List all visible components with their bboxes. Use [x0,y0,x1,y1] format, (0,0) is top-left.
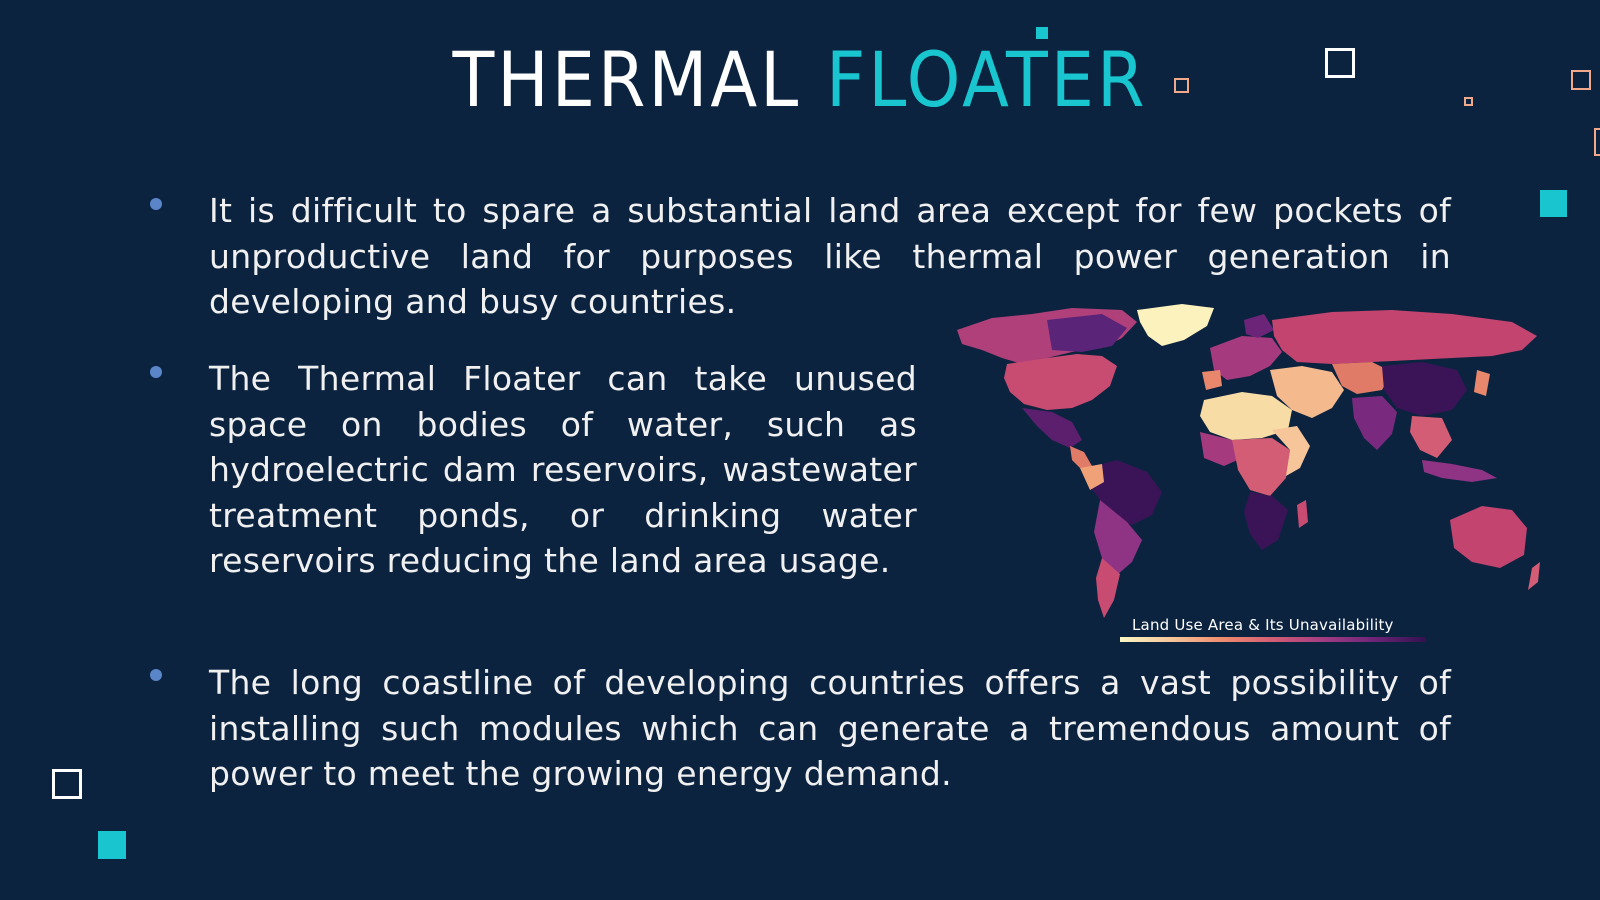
map-region-indonesia [1422,460,1497,482]
map-region-central-asia [1332,362,1392,394]
map-region-greenland [1137,304,1214,346]
map-region-japan [1474,370,1490,396]
world-map-svg [957,304,1540,618]
bullet-text-2: The Thermal Floater can take unused spac… [209,359,917,580]
map-color-legend [1120,637,1426,642]
bullet-dot [150,366,162,378]
decorative-square-peach-edge [1571,70,1591,90]
bullet-text-3: The long coastline of developing countri… [209,663,1451,793]
title-word-thermal: THERMAL [452,35,802,124]
map-region-north-africa [1200,392,1292,440]
decorative-square-teal-bottom [98,831,126,859]
map-caption: Land Use Area & Its Unavailability [1132,616,1394,634]
map-region-colombia [1080,464,1104,490]
map-region-central-africa [1232,438,1290,496]
map-region-south-america-south [1096,558,1120,618]
map-region-central-america [1070,446,1092,470]
title-word-floater: FLOATER [825,35,1148,124]
map-region-mexico [1022,408,1082,448]
map-region-west-africa [1200,432,1242,466]
decorative-square-peach-tiny [1464,97,1473,106]
map-region-china [1382,362,1467,416]
map-region-iberia [1202,370,1222,390]
bullet-text-1: It is difficult to spare a substantial l… [209,191,1451,321]
map-region-new-zealand [1528,562,1540,590]
map-region-madagascar [1297,500,1308,528]
map-region-europe [1210,336,1282,380]
map-region-southeast-asia [1410,416,1452,458]
decorative-square-peach [1174,78,1189,93]
map-region-india [1352,396,1397,450]
decorative-square-white-bottom [52,769,82,799]
decorative-square-teal-right [1540,190,1567,217]
decorative-square-white [1325,48,1355,78]
map-region-scandinavia [1244,314,1274,338]
world-map-image [952,300,1542,640]
map-region-australia [1450,506,1527,568]
bullet-dot [150,669,162,681]
slide-title: THERMAL FLOATER [0,38,1600,122]
decorative-square-peach-cut [1594,128,1600,156]
map-region-south-africa [1244,492,1288,550]
map-region-usa [1004,354,1117,410]
map-region-south-america-north [1087,460,1162,525]
map-region-south-america-mid [1094,500,1142,575]
map-region-middle-east [1270,366,1344,418]
bullet-dot [150,198,162,210]
map-region-russia [1272,310,1537,364]
map-region-east-africa [1272,426,1310,476]
decorative-square-teal-small [1036,27,1048,39]
map-region-canada-east [1047,314,1127,352]
